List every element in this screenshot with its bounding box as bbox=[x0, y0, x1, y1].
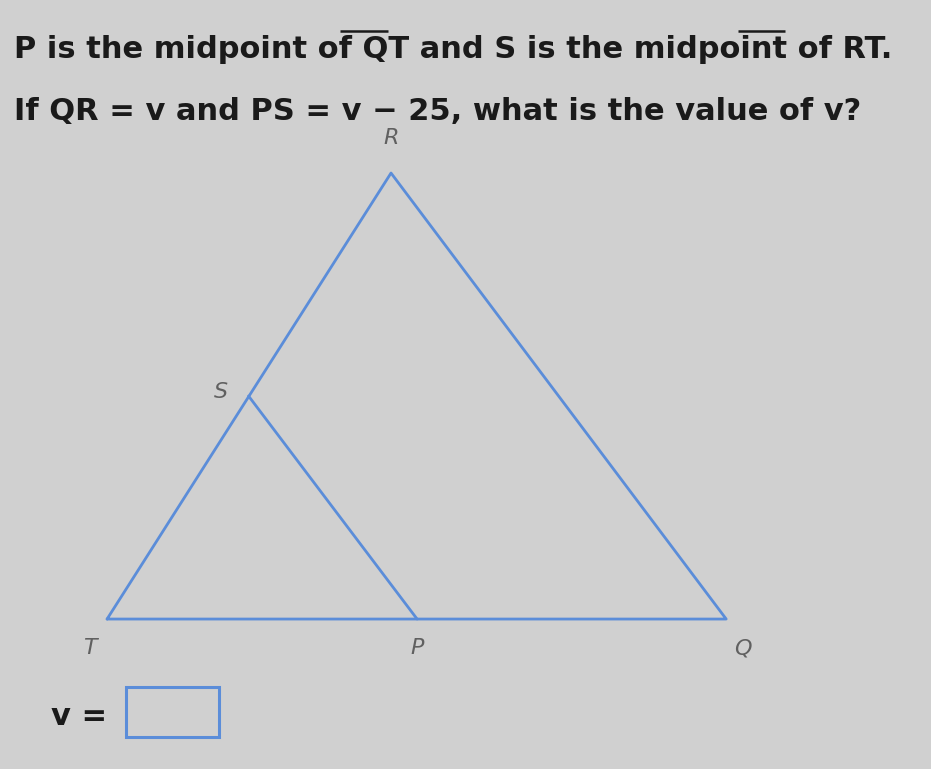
Text: R: R bbox=[384, 128, 398, 148]
Text: P: P bbox=[411, 638, 424, 658]
Text: If QR = v and PS = v − 25, what is the value of v?: If QR = v and PS = v − 25, what is the v… bbox=[14, 97, 861, 126]
Text: Q: Q bbox=[735, 638, 751, 658]
Text: v =: v = bbox=[51, 702, 107, 731]
FancyBboxPatch shape bbox=[126, 687, 219, 737]
Text: T: T bbox=[84, 638, 97, 658]
Text: P is the midpoint of QT and S is the midpoint of RT.: P is the midpoint of QT and S is the mid… bbox=[14, 35, 892, 65]
Text: S: S bbox=[214, 382, 228, 402]
